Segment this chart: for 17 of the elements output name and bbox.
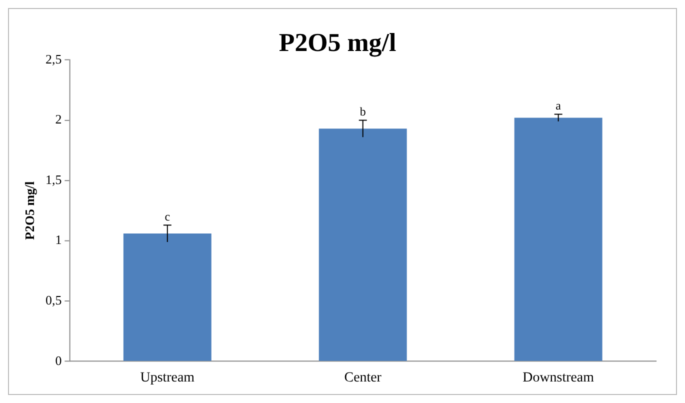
x-tick-label: Upstream bbox=[140, 370, 195, 386]
annotation: a bbox=[556, 98, 562, 112]
y-tick-label: 0,5 bbox=[46, 292, 62, 308]
y-tick-label: 1 bbox=[55, 232, 62, 248]
bar bbox=[318, 128, 407, 361]
annotation: b bbox=[360, 104, 366, 118]
x-tick-label: Downstream bbox=[522, 370, 594, 386]
y-tick-label: 0 bbox=[55, 352, 62, 368]
y-axis-title: P2O5 mg/l bbox=[22, 180, 38, 240]
x-tick-label: Center bbox=[344, 370, 382, 386]
y-tick-label: 2,5 bbox=[46, 51, 62, 66]
y-tick-label: 1,5 bbox=[46, 172, 62, 187]
y-tick-label: 2 bbox=[55, 112, 62, 127]
bar bbox=[123, 234, 212, 361]
annotation: c bbox=[164, 209, 170, 224]
bar bbox=[514, 118, 602, 361]
chart-title: P2O5 mg/l bbox=[278, 28, 396, 58]
